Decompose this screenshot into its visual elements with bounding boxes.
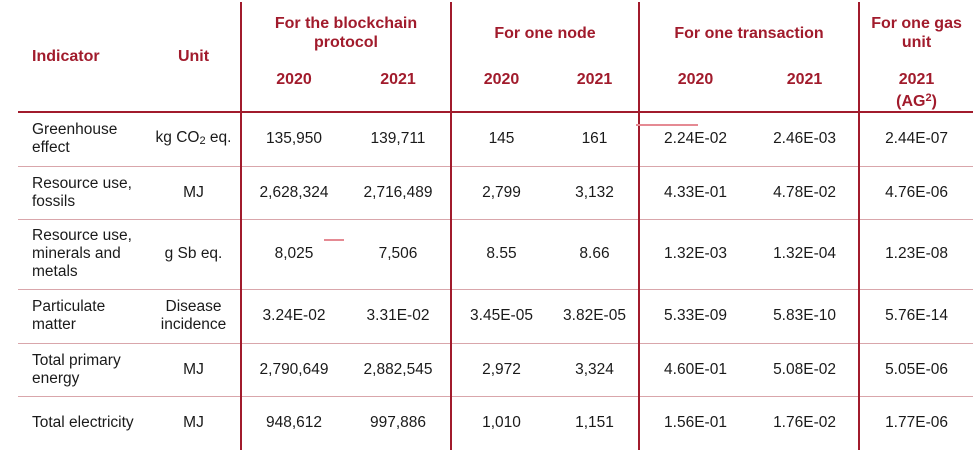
value-cell: 1,151 bbox=[551, 396, 641, 450]
value-cell: 3.82E-05 bbox=[551, 289, 641, 344]
table-body: Greenhouse effect kg CO2 eq. 135,950 139… bbox=[18, 112, 974, 450]
value-cell: 5.83E-10 bbox=[751, 289, 861, 344]
gas-2021-header: 2021 (AG2) bbox=[859, 64, 974, 113]
indicator-cell: Particulate matter bbox=[18, 289, 147, 344]
value-cell: 997,886 bbox=[346, 396, 452, 450]
value-cell: 3.31E-02 bbox=[346, 289, 452, 344]
unit-prefix: kg CO bbox=[155, 128, 200, 146]
node-group-header: For one node bbox=[451, 2, 641, 64]
highlight-mark bbox=[636, 124, 698, 126]
value-cell: 139,711 bbox=[346, 112, 452, 167]
value-cell: 5.33E-09 bbox=[639, 289, 752, 344]
table-row: Total primary energy MJ 2,790,649 2,882,… bbox=[18, 343, 974, 397]
header-row-years: 2020 2021 2020 2021 2020 2021 2021 (AG2) bbox=[18, 64, 974, 113]
unit-column-header: Unit bbox=[147, 2, 242, 113]
value-cell: 145 bbox=[451, 112, 551, 167]
blockchain-2020-header: 2020 bbox=[241, 64, 346, 113]
value-cell: 3.24E-02 bbox=[241, 289, 346, 344]
table-row: Particulate matter Disease incidence 3.2… bbox=[18, 289, 974, 344]
value-cell: 1.56E-01 bbox=[664, 414, 727, 432]
value-cell: 2,628,324 bbox=[241, 166, 346, 220]
header-row-groups: Indicator Unit For the blockchain protoc… bbox=[18, 2, 973, 113]
table-row: Total electricity MJ 948,612 997,886 1,0… bbox=[18, 396, 973, 450]
value-cell: 7,506 bbox=[346, 219, 452, 290]
unit-cell: Disease incidence bbox=[147, 289, 242, 344]
unit-subscript: 2 bbox=[199, 134, 206, 147]
transaction-2021-header: 2021 bbox=[751, 64, 861, 113]
highlight-mark bbox=[324, 239, 344, 241]
gas-note-suffix: ) bbox=[931, 93, 937, 110]
unit-cell: MJ bbox=[147, 166, 242, 220]
node-2020-header: 2020 bbox=[451, 64, 551, 113]
blockchain-2021-header: 2021 bbox=[346, 64, 452, 113]
value-cell: 3.45E-05 bbox=[451, 289, 551, 344]
value-cell: 3,132 bbox=[551, 166, 641, 220]
value-cell: 5.05E-06 bbox=[859, 343, 974, 397]
value-cell: 2,716,489 bbox=[346, 166, 452, 220]
unit-cell: g Sb eq. bbox=[147, 219, 242, 290]
value-cell: 1.32E-04 bbox=[751, 219, 861, 290]
transaction-group-header: For one transaction bbox=[639, 2, 861, 64]
table-row: Resource use, minerals and metals g Sb e… bbox=[18, 219, 974, 290]
gas-group-header: For one gas unit bbox=[871, 15, 962, 51]
indicator-cell: Resource use, minerals and metals bbox=[18, 219, 147, 290]
value-cell: 8.66 bbox=[551, 219, 641, 290]
value-cell: 1.32E-03 bbox=[639, 219, 752, 290]
gas-year-label: 2021 bbox=[898, 71, 935, 88]
table-header: Indicator Unit For the blockchain protoc… bbox=[18, 2, 974, 113]
indicator-column-header: Indicator bbox=[18, 2, 147, 113]
unit-suffix: eq. bbox=[205, 128, 232, 146]
value-cell: 1,010 bbox=[482, 414, 521, 432]
indicator-cell: Total electricity bbox=[32, 414, 134, 432]
unit-cell: MJ bbox=[147, 343, 242, 397]
value-cell: 948,612 bbox=[265, 414, 323, 432]
impact-table: Indicator Unit For the blockchain protoc… bbox=[18, 2, 974, 450]
value-cell: 1.77E-06 bbox=[885, 414, 948, 432]
value-cell: 1.76E-02 bbox=[751, 396, 861, 450]
gas-note-prefix: (AG bbox=[896, 93, 926, 110]
table-row: Resource use, fossils MJ 2,628,324 2,716… bbox=[18, 166, 974, 220]
value-cell: 135,950 bbox=[241, 112, 346, 167]
gas-note-label: (AG2) bbox=[896, 92, 937, 110]
value-cell: 5.08E-02 bbox=[751, 343, 861, 397]
value-cell: 4.60E-01 bbox=[639, 343, 752, 397]
value-cell: 1.23E-08 bbox=[859, 219, 974, 290]
unit-cell: MJ bbox=[147, 396, 242, 450]
blockchain-group-header: For the blockchain protocol bbox=[241, 2, 452, 64]
value-cell: 2,882,545 bbox=[346, 343, 452, 397]
value-cell: 161 bbox=[551, 112, 641, 167]
value-cell: 4.76E-06 bbox=[859, 166, 974, 220]
value-cell: 8,025 bbox=[241, 219, 346, 290]
value-cell: 4.78E-02 bbox=[751, 166, 861, 220]
node-2021-header: 2021 bbox=[551, 64, 641, 113]
value-cell: 4.33E-01 bbox=[639, 166, 752, 220]
indicator-cell: Total primary energy bbox=[18, 343, 147, 397]
value-cell: 2,790,649 bbox=[241, 343, 346, 397]
value-cell: 2.44E-07 bbox=[859, 112, 974, 167]
value-cell: 8.55 bbox=[451, 219, 551, 290]
indicator-cell: Greenhouse effect bbox=[18, 112, 147, 167]
value-cell: 2.24E-02 bbox=[639, 112, 752, 167]
value-cell: 5.76E-14 bbox=[859, 289, 974, 344]
indicator-cell: Resource use, fossils bbox=[18, 166, 147, 220]
table-row: Greenhouse effect kg CO2 eq. 135,950 139… bbox=[18, 112, 974, 167]
unit-cell: kg CO2 eq. bbox=[147, 112, 242, 167]
value-cell: 3,324 bbox=[551, 343, 641, 397]
value-cell: 2.46E-03 bbox=[751, 112, 861, 167]
transaction-2020-header: 2020 bbox=[639, 64, 752, 113]
value-cell: 2,799 bbox=[451, 166, 551, 220]
gas-note-superscript: 2 bbox=[925, 92, 932, 104]
value-cell: 2,972 bbox=[451, 343, 551, 397]
